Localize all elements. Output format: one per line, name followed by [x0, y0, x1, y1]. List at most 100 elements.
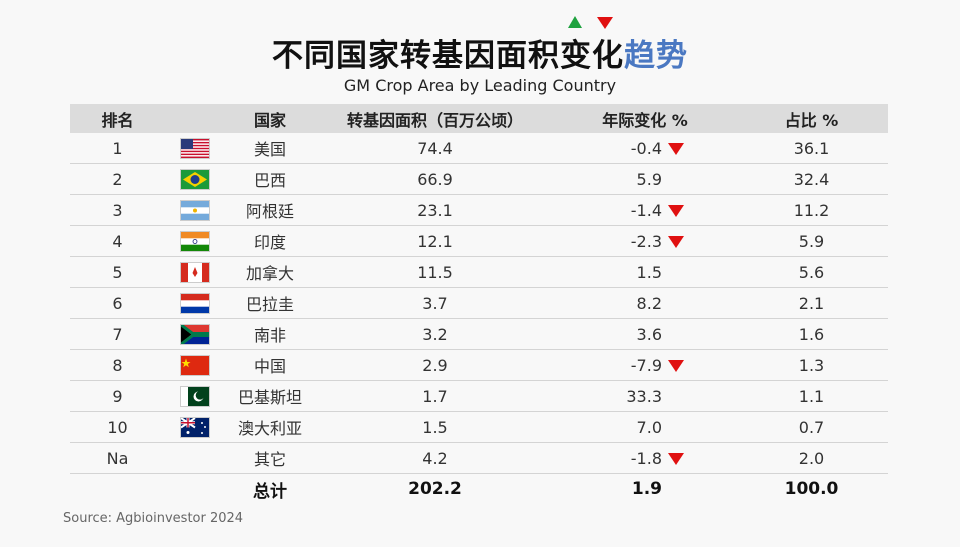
up-triangle-icon	[568, 16, 582, 28]
header-share: 占比 %	[735, 104, 888, 133]
down-triangle-icon	[668, 360, 684, 372]
flag-cell	[165, 225, 225, 257]
change-cell: 3.6	[555, 318, 735, 350]
title-main: 不同国家转基因面积变化	[272, 38, 624, 74]
flag-cell	[165, 318, 225, 350]
change-cell: 1.5	[555, 256, 735, 288]
rank-cell: 6	[70, 287, 165, 319]
rank-cell: 3	[70, 194, 165, 226]
change-value: 7.0	[636, 417, 662, 437]
change-cell: -7.9	[555, 349, 735, 381]
total-change-value: 1.9	[631, 479, 662, 499]
area-cell: 66.9	[315, 163, 555, 195]
subtitle: GM Crop Area by Leading Country	[343, 76, 617, 95]
change-cell: -1.8	[555, 442, 735, 474]
table-row: 9 巴基斯坦 1.7 33.3 1.1	[70, 380, 888, 412]
rank-cell: 8	[70, 349, 165, 381]
country-cell: 中国	[225, 349, 315, 381]
change-value: 3.6	[636, 324, 662, 344]
country-cell: 加拿大	[225, 256, 315, 288]
flag-cell	[165, 380, 225, 412]
total-share: 100.0	[784, 479, 839, 499]
down-triangle-icon	[668, 205, 684, 217]
table-row: 5 加拿大 11.5 1.5 5.6	[70, 256, 888, 288]
area-cell: 4.2	[315, 442, 555, 474]
header-area: 转基因面积（百万公顷）	[315, 104, 555, 133]
change-cell: 33.3	[555, 380, 735, 412]
change-value: 1.5	[636, 262, 662, 282]
table-row: Na 其它 4.2 -1.8 2.0	[70, 442, 888, 474]
change-value: 33.3	[626, 386, 662, 406]
flag-cell	[165, 287, 225, 319]
share-cell: 11.2	[735, 194, 888, 226]
rank-cell: 7	[70, 318, 165, 350]
country-cell: 美国	[225, 133, 315, 164]
share-cell: 0.7	[735, 411, 888, 443]
title-highlight: 趋势	[624, 38, 688, 74]
change-cell: -2.3	[555, 225, 735, 257]
rank-cell: 10	[70, 411, 165, 443]
flag-cell	[165, 194, 225, 226]
area-cell: 74.4	[315, 133, 555, 164]
rank-cell: 9	[70, 380, 165, 412]
table-row: 6 巴拉圭 3.7 8.2 2.1	[70, 287, 888, 319]
country-cell: 阿根廷	[225, 194, 315, 226]
flag-canada-icon	[181, 263, 209, 282]
share-cell: 5.6	[735, 256, 888, 288]
change-cell: 8.2	[555, 287, 735, 319]
rank-cell: Na	[70, 442, 165, 474]
change-cell: 5.9	[555, 163, 735, 195]
down-triangle-icon	[668, 236, 684, 248]
area-cell: 11.5	[315, 256, 555, 288]
flag-cell	[165, 133, 225, 164]
header-change: 年际变化 %	[555, 104, 735, 133]
total-label: 总计	[253, 481, 287, 502]
country-cell: 巴基斯坦	[225, 380, 315, 412]
flag-brazil-icon	[181, 170, 209, 189]
header-rank: 排名	[70, 104, 165, 133]
area-cell: 23.1	[315, 194, 555, 226]
share-cell: 2.0	[735, 442, 888, 474]
area-cell: 3.7	[315, 287, 555, 319]
area-cell: 1.7	[315, 380, 555, 412]
rank-cell: 5	[70, 256, 165, 288]
country-cell: 印度	[225, 225, 315, 257]
change-cell: -1.4	[555, 194, 735, 226]
header-flag	[165, 104, 225, 133]
source-note: Source: Agbioinvestor 2024	[63, 511, 244, 526]
share-cell: 1.1	[735, 380, 888, 412]
flag-cell	[165, 163, 225, 195]
flag-india-icon	[181, 232, 209, 251]
change-value: -1.8	[630, 448, 662, 468]
down-triangle-icon	[668, 143, 684, 155]
table-row: 8 中国 2.9 -7.9 1.3	[70, 349, 888, 381]
change-value: 5.9	[636, 169, 662, 189]
flag-argentina-icon	[181, 201, 209, 220]
total-change: 1.9	[555, 474, 735, 505]
area-cell: 3.2	[315, 318, 555, 350]
area-cell: 2.9	[315, 349, 555, 381]
area-cell: 12.1	[315, 225, 555, 257]
table-row: 2 巴西 66.9 5.9 32.4	[70, 163, 888, 195]
flag-china-icon	[181, 356, 209, 375]
flag-australia-icon	[180, 417, 209, 437]
share-cell: 36.1	[735, 133, 888, 164]
change-value: -0.4	[630, 138, 662, 158]
share-cell: 5.9	[735, 225, 888, 257]
flag-cell	[165, 256, 225, 288]
share-cell: 1.6	[735, 318, 888, 350]
flag-pakistan-icon	[181, 387, 209, 406]
change-value: -2.3	[630, 231, 662, 251]
country-cell: 巴拉圭	[225, 287, 315, 319]
country-cell: 澳大利亚	[225, 411, 315, 443]
table-row: 4 印度 12.1 -2.3 5.9	[70, 225, 888, 257]
table-row: 3 阿根廷 23.1 -1.4 11.2	[70, 194, 888, 226]
flag-cell	[165, 349, 225, 381]
flag-south-africa-icon	[179, 322, 209, 347]
change-cell: 7.0	[555, 411, 735, 443]
country-cell: 巴西	[225, 163, 315, 195]
country-cell: 南非	[225, 318, 315, 350]
change-value: -7.9	[630, 355, 662, 375]
share-cell: 32.4	[735, 163, 888, 195]
total-row: 总计 202.2 1.9 100.0	[70, 474, 888, 505]
